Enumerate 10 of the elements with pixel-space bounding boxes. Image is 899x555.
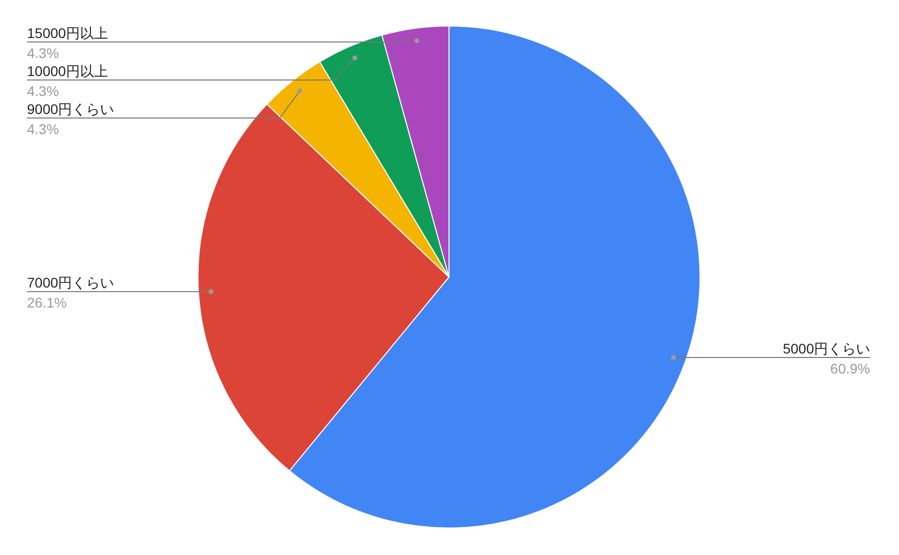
slice-label: 10000円以上: [27, 63, 108, 79]
slice-label: 9000円くらい: [27, 101, 114, 117]
slice-label: 7000円くらい: [27, 274, 114, 291]
data-label: 4.3%: [27, 45, 59, 61]
data-label: 4.3%: [27, 83, 59, 99]
slice-label: 5000円くらい: [782, 340, 870, 356]
slice-label: 15000円以上: [27, 25, 108, 41]
data-label: 4.3%: [27, 121, 59, 137]
data-label: 26.1%: [27, 294, 67, 311]
data-label: 60.9%: [830, 360, 870, 376]
